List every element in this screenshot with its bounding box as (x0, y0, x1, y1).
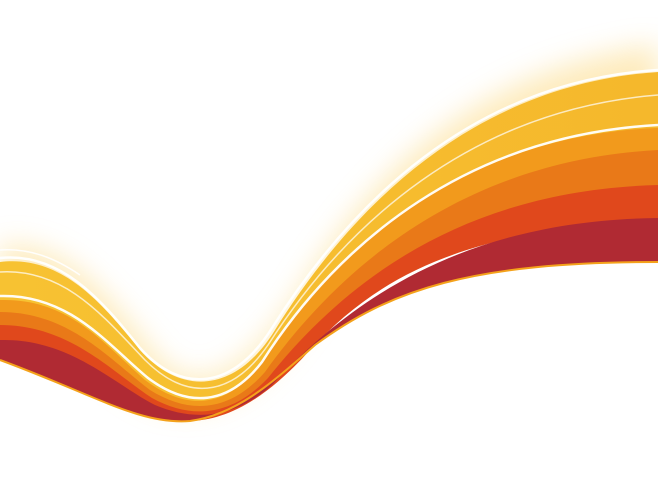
highlight-line-inner (0, 94, 658, 390)
highlight-line-outer (0, 68, 658, 381)
band-gold (0, 128, 658, 415)
band-yellow (0, 72, 658, 406)
band-red-orange (0, 185, 658, 422)
highlight-line-mid (0, 123, 658, 400)
bottom-edge-line (0, 261, 658, 423)
band-deep-red (0, 218, 658, 422)
highlight-line-left-upper (0, 249, 81, 276)
